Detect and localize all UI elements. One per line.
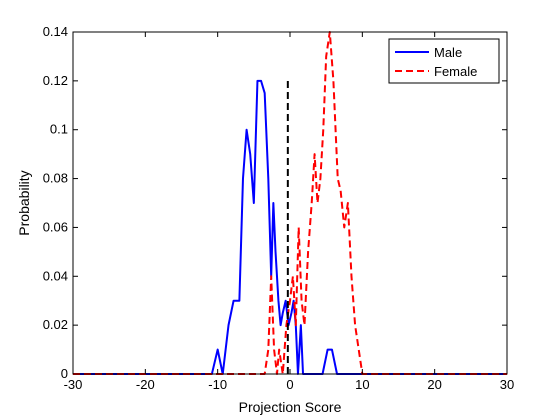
y-tick-label: 0.1 — [50, 122, 68, 137]
y-tick-label: 0.04 — [43, 268, 68, 283]
x-tick-label: 10 — [355, 377, 369, 392]
y-tick-label: 0 — [61, 366, 68, 381]
axis-ticks — [72, 31, 508, 375]
x-tick-label: 30 — [500, 377, 514, 392]
y-tick-label: 0.06 — [43, 219, 68, 234]
y-tick-label: 0.02 — [43, 317, 68, 332]
x-tick-label: 0 — [286, 377, 293, 392]
x-tick-label: -20 — [136, 377, 155, 392]
x-tick-label: -30 — [64, 377, 83, 392]
x-tick-label: -10 — [208, 377, 227, 392]
legend-label-female: Female — [434, 64, 477, 79]
y-axis-title: Probability — [16, 170, 32, 235]
legend-box — [388, 38, 500, 84]
y-tick-label: 0.08 — [43, 171, 68, 186]
x-tick-label: 20 — [427, 377, 441, 392]
legend-label-male: Male — [434, 45, 462, 60]
series-line-female — [73, 31, 507, 375]
axis-tick-labels: -30 -20 -10 0 10 20 30 0 0.02 0.04 0.06 0.08 0.1 0.12… — [43, 24, 515, 392]
y-tick-label: 0.14 — [43, 24, 68, 39]
x-axis-title: Projection Score — [239, 399, 342, 415]
y-tick-label: 0.12 — [43, 73, 68, 88]
legend: Male Female — [388, 38, 500, 84]
